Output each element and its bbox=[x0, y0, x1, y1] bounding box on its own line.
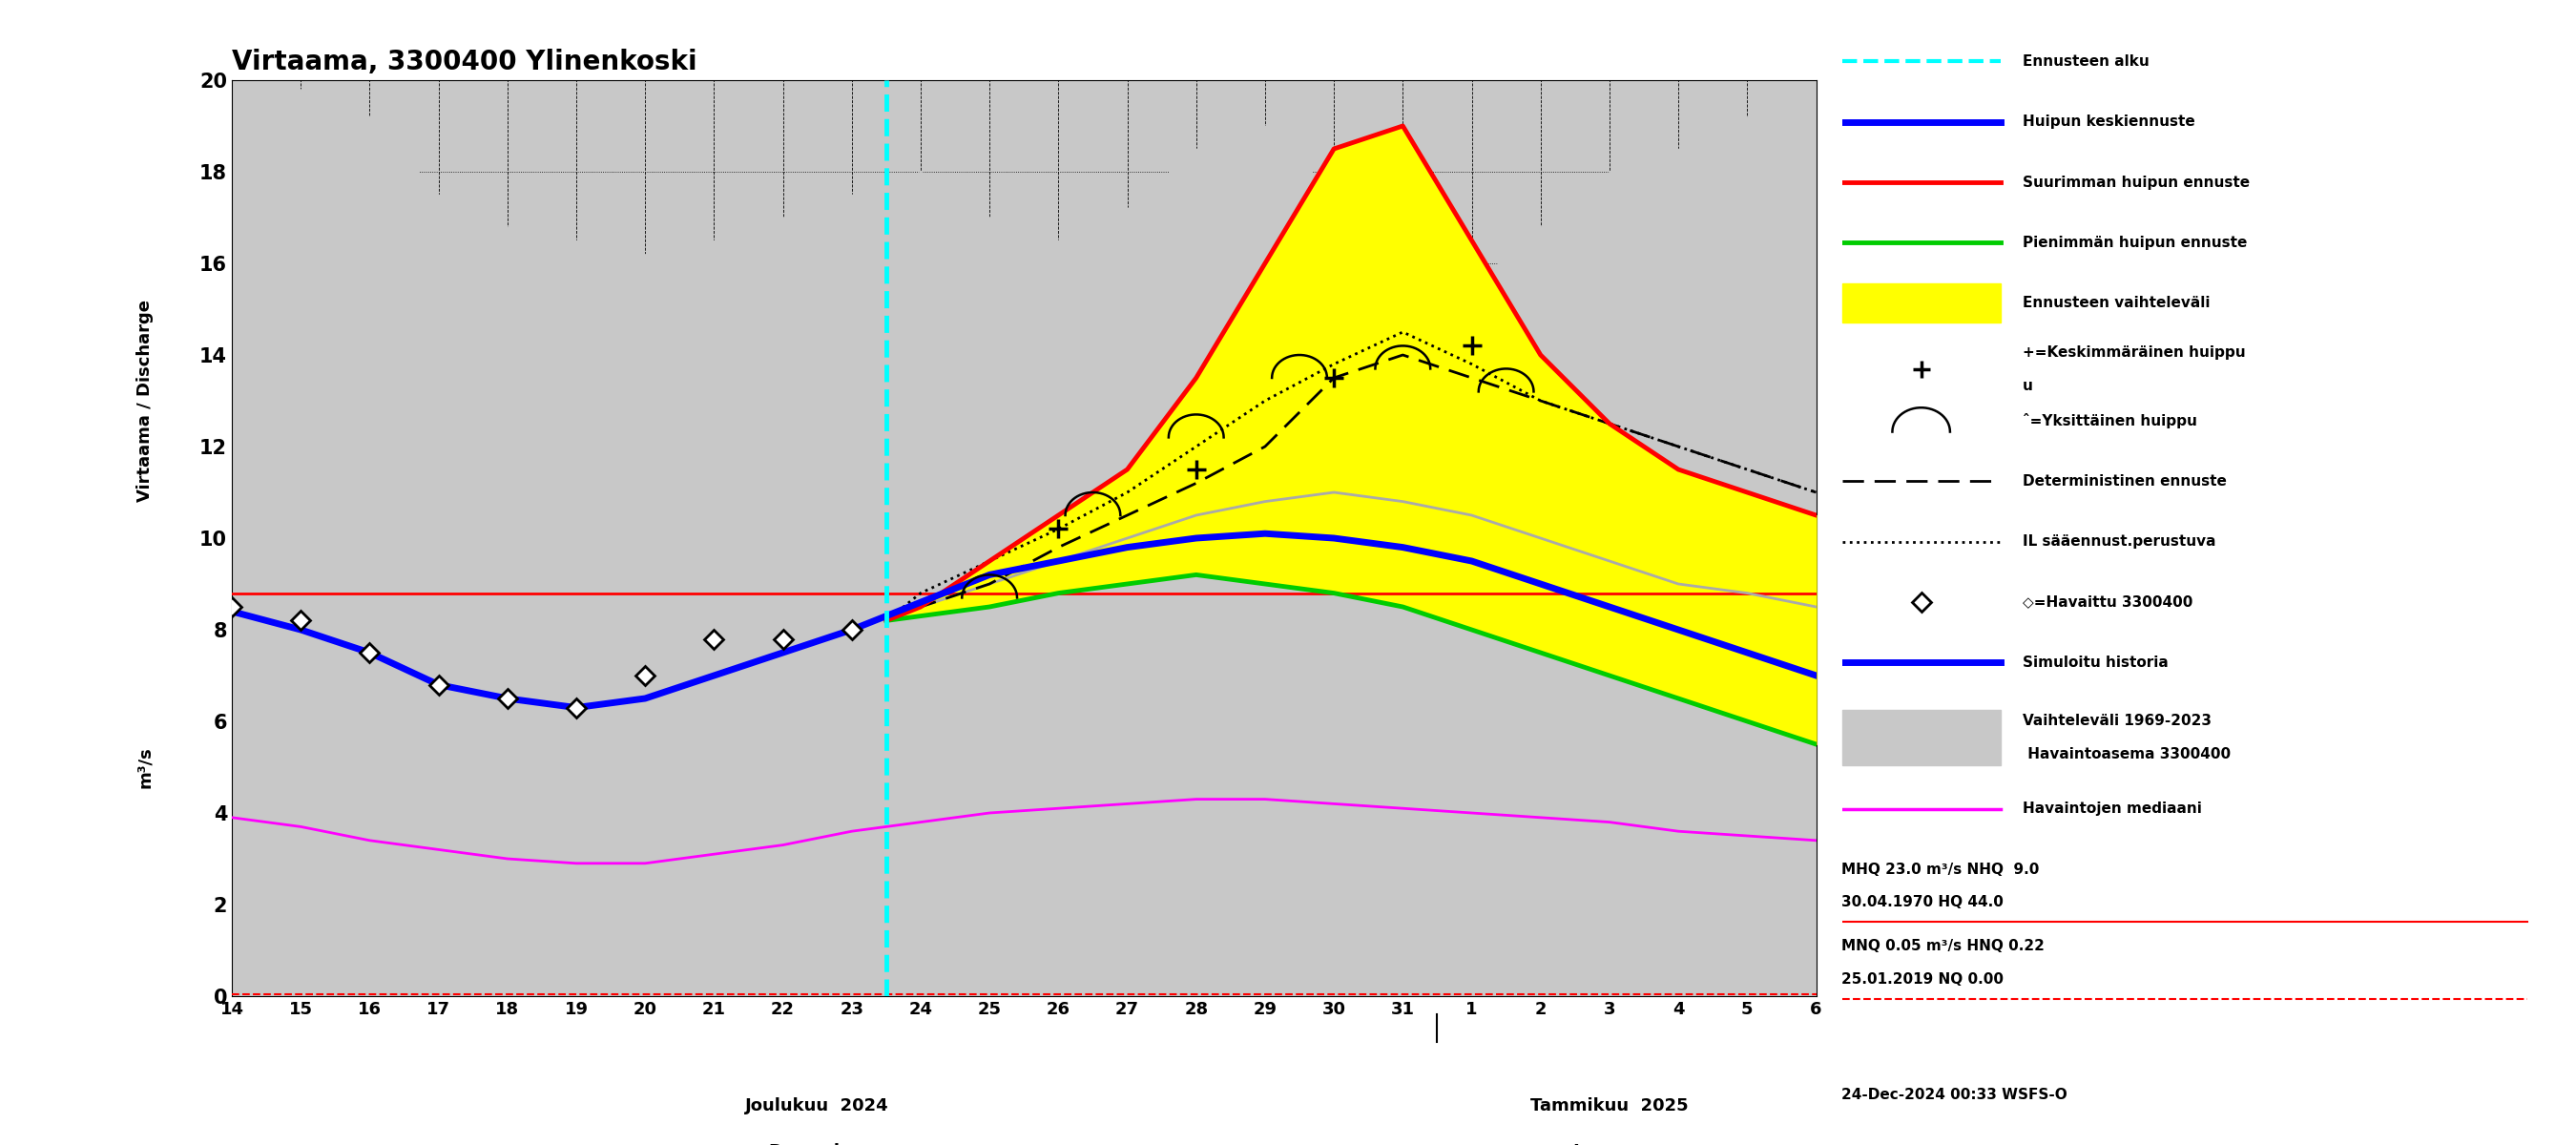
Text: +=Keskimmäräinen huippu: +=Keskimmäräinen huippu bbox=[2022, 346, 2246, 360]
Text: January: January bbox=[1574, 1143, 1646, 1145]
Bar bbox=[1842, 710, 2002, 765]
Text: Tammikuu  2025: Tammikuu 2025 bbox=[1530, 1097, 1687, 1114]
Text: December: December bbox=[768, 1143, 866, 1145]
Text: u: u bbox=[2022, 379, 2032, 393]
Text: Ennusteen vaihteleväli: Ennusteen vaihteleväli bbox=[2022, 297, 2210, 310]
Text: MNQ 0.05 m³/s HNQ 0.22: MNQ 0.05 m³/s HNQ 0.22 bbox=[1842, 939, 2045, 954]
Text: MHQ 23.0 m³/s NHQ  9.0: MHQ 23.0 m³/s NHQ 9.0 bbox=[1842, 862, 2040, 876]
Text: Joulukuu  2024: Joulukuu 2024 bbox=[744, 1097, 889, 1114]
Text: Simuloitu historia: Simuloitu historia bbox=[2022, 655, 2169, 670]
Text: Havaintoasema 3300400: Havaintoasema 3300400 bbox=[2022, 747, 2231, 761]
Text: Pienimmän huipun ennuste: Pienimmän huipun ennuste bbox=[2022, 236, 2246, 250]
Text: Virtaama / Discharge: Virtaama / Discharge bbox=[137, 300, 155, 502]
Text: m³/s: m³/s bbox=[137, 747, 155, 788]
Text: 25.01.2019 NQ 0.00: 25.01.2019 NQ 0.00 bbox=[1842, 972, 2004, 986]
Text: Virtaama, 3300400 Ylinenkoski: Virtaama, 3300400 Ylinenkoski bbox=[232, 48, 698, 76]
Text: Ennusteen alku: Ennusteen alku bbox=[2022, 54, 2148, 69]
Text: Havaintojen mediaani: Havaintojen mediaani bbox=[2022, 802, 2202, 816]
Text: ◇=Havaittu 3300400: ◇=Havaittu 3300400 bbox=[2022, 595, 2192, 609]
Bar bbox=[1842, 284, 2002, 323]
Text: 30.04.1970 HQ 44.0: 30.04.1970 HQ 44.0 bbox=[1842, 895, 2004, 909]
Text: Vaihteleväli 1969-2023: Vaihteleväli 1969-2023 bbox=[2022, 713, 2210, 728]
Text: 24-Dec-2024 00:33 WSFS-O: 24-Dec-2024 00:33 WSFS-O bbox=[1842, 1088, 2069, 1101]
Text: ˆ=Yksittäinen huippu: ˆ=Yksittäinen huippu bbox=[2022, 413, 2197, 428]
Text: Deterministinen ennuste: Deterministinen ennuste bbox=[2022, 474, 2226, 489]
Text: Huipun keskiennuste: Huipun keskiennuste bbox=[2022, 114, 2195, 129]
Text: IL sääennust.perustuva: IL sääennust.perustuva bbox=[2022, 535, 2215, 548]
Text: Suurimman huipun ennuste: Suurimman huipun ennuste bbox=[2022, 175, 2249, 189]
